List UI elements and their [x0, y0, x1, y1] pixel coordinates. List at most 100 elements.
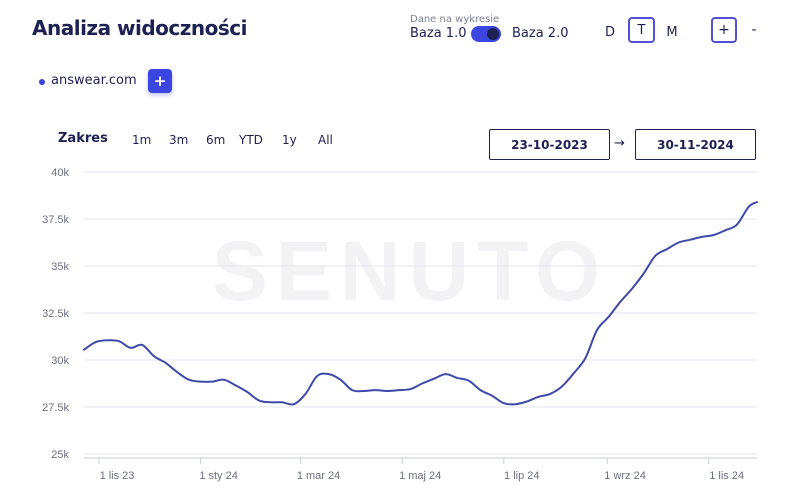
data-point[interactable]: [754, 199, 760, 205]
data-point[interactable]: [151, 353, 157, 359]
data-point[interactable]: [256, 397, 262, 403]
data-point[interactable]: [139, 342, 145, 348]
data-point[interactable]: [291, 401, 297, 407]
granularity-day-button[interactable]: D: [604, 24, 615, 40]
data-point[interactable]: [478, 387, 484, 393]
date-range-arrow: →: [614, 136, 625, 151]
data-point[interactable]: [454, 375, 460, 381]
y-tick-label: 32.5k: [42, 308, 69, 320]
data-point[interactable]: [641, 271, 647, 277]
data-point[interactable]: [547, 391, 553, 397]
zoom-in-button[interactable]: +: [711, 17, 737, 43]
range-1m-button[interactable]: 1m: [132, 133, 152, 147]
data-point[interactable]: [652, 253, 658, 259]
range-3m-button[interactable]: 3m: [169, 133, 189, 147]
data-point[interactable]: [93, 339, 99, 345]
data-source-caption: Dane na wykresie: [410, 14, 500, 25]
data-point[interactable]: [676, 240, 682, 246]
data-point[interactable]: [524, 398, 530, 404]
x-axis: 1 lis 23 1 sty 24 1 mar 24 1 maj 24 1 lip 24…: [84, 457, 757, 482]
x-tick-label: 1 lis 24: [709, 470, 744, 482]
data-point[interactable]: [594, 327, 600, 333]
data-point[interactable]: [361, 388, 367, 394]
x-tick-label: 1 maj 24: [399, 470, 441, 482]
x-tick-label: 1 lip 24: [504, 470, 539, 482]
data-point[interactable]: [326, 371, 332, 377]
toggle-knob: [486, 27, 500, 41]
range-6m-button[interactable]: 6m: [206, 133, 226, 147]
data-point[interactable]: [536, 394, 542, 400]
data-point[interactable]: [186, 377, 192, 383]
data-point[interactable]: [384, 388, 390, 394]
data-point[interactable]: [559, 383, 565, 389]
x-tick-label: 1 lis 23: [100, 470, 135, 482]
data-point[interactable]: [711, 232, 717, 238]
data-point[interactable]: [489, 393, 495, 399]
data-point[interactable]: [268, 399, 274, 405]
data-point[interactable]: [746, 204, 752, 210]
data-point[interactable]: [163, 360, 169, 366]
granularity-week-button[interactable]: T: [628, 17, 655, 43]
data-point[interactable]: [466, 378, 472, 384]
y-tick-label: 25k: [51, 449, 69, 461]
data-point[interactable]: [198, 379, 204, 385]
data-point[interactable]: [606, 314, 612, 320]
data-point[interactable]: [303, 391, 309, 397]
x-tick-label: 1 sty 24: [199, 470, 238, 482]
y-tick-label: 30k: [51, 355, 69, 367]
zoom-out-button[interactable]: -: [751, 22, 757, 38]
y-tick-label: 35k: [51, 261, 69, 273]
data-point[interactable]: [209, 379, 215, 385]
page-title: Analiza widoczności: [32, 16, 248, 40]
y-axis-labels: 25k 27.5k 30k 32.5k 35k 37.5k 40k: [42, 167, 69, 461]
y-tick-label: 40k: [51, 167, 69, 179]
data-point[interactable]: [338, 377, 344, 383]
add-domain-button[interactable]: +: [148, 69, 172, 93]
data-point[interactable]: [629, 286, 635, 292]
data-point[interactable]: [116, 338, 122, 344]
data-point[interactable]: [104, 337, 110, 343]
range-label: Zakres: [58, 131, 108, 146]
data-point[interactable]: [314, 373, 320, 379]
chart-grid: [84, 171, 757, 455]
granularity-month-button[interactable]: M: [666, 24, 678, 40]
x-tick-label: 1 mar 24: [297, 470, 340, 482]
range-1y-button[interactable]: 1y: [282, 133, 297, 147]
data-point[interactable]: [174, 369, 180, 375]
data-point[interactable]: [582, 355, 588, 361]
range-all-button[interactable]: All: [318, 133, 333, 147]
data-point[interactable]: [408, 386, 414, 392]
data-point[interactable]: [81, 347, 87, 353]
data-point[interactable]: [443, 371, 449, 377]
data-point[interactable]: [722, 227, 728, 233]
data-point[interactable]: [349, 387, 355, 393]
watermark: SENUTO: [212, 224, 609, 318]
data-point[interactable]: [571, 370, 577, 376]
data-point[interactable]: [699, 234, 705, 240]
data-point[interactable]: [373, 387, 379, 393]
data-point[interactable]: [501, 400, 507, 406]
baza-1-label[interactable]: Baza 1.0: [410, 26, 467, 41]
data-point[interactable]: [431, 376, 437, 382]
data-point[interactable]: [221, 377, 227, 383]
data-point[interactable]: [233, 382, 239, 388]
date-to-input[interactable]: 30-11-2024: [635, 129, 756, 160]
data-point[interactable]: [419, 381, 425, 387]
series-line-answear[interactable]: [83, 201, 758, 406]
data-point[interactable]: [617, 299, 623, 305]
data-point[interactable]: [396, 387, 402, 393]
data-point[interactable]: [734, 222, 740, 228]
baza-2-label[interactable]: Baza 2.0: [512, 26, 569, 41]
data-point[interactable]: [279, 399, 285, 405]
data-point[interactable]: [128, 345, 134, 351]
data-point[interactable]: [664, 246, 670, 252]
range-ytd-button[interactable]: YTD: [239, 133, 263, 147]
data-point[interactable]: [244, 389, 250, 395]
domain-label[interactable]: answear.com: [51, 73, 137, 88]
data-point[interactable]: [513, 401, 519, 407]
data-point[interactable]: [687, 237, 693, 243]
baza-toggle[interactable]: [471, 26, 501, 42]
x-tick-label: 1 wrz 24: [604, 470, 646, 482]
date-from-input[interactable]: 23-10-2023: [489, 129, 610, 160]
